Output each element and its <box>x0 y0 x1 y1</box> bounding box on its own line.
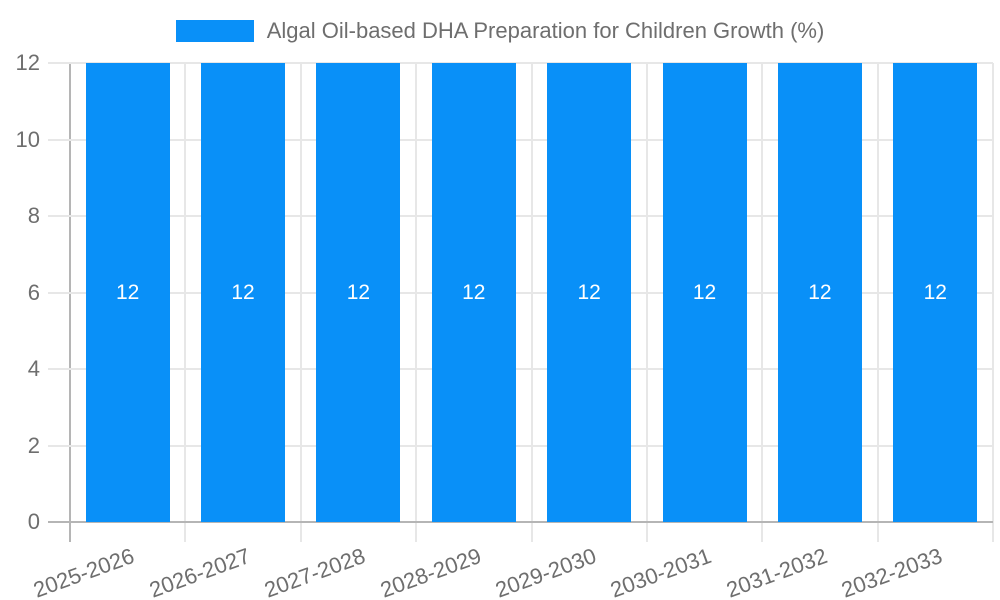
bar-value-label: 12 <box>923 280 947 304</box>
h-gridline <box>70 291 993 294</box>
y-tick <box>48 521 70 523</box>
plot-area: 0 2 4 6 8 10 12 12 12 12 12 12 12 12 12 2025-2026 2026-2… <box>16 50 994 600</box>
v-gridline <box>530 63 533 542</box>
v-gridline <box>761 63 764 542</box>
h-gridline <box>70 368 993 370</box>
x-axis-label: 2028-2029 <box>376 543 485 600</box>
y-axis-label: 4 <box>27 356 40 381</box>
v-gridline <box>992 63 994 542</box>
v-gridline <box>876 63 879 542</box>
h-gridline <box>70 215 993 217</box>
y-tick <box>48 291 70 294</box>
y-axis-label: 8 <box>27 203 40 228</box>
y-tick <box>48 62 70 64</box>
v-gridline <box>415 63 418 542</box>
bar[interactable] <box>893 63 978 522</box>
bar[interactable] <box>316 63 401 522</box>
x-axis-label: 2031-2032 <box>722 543 831 600</box>
bar-value-label: 12 <box>231 280 255 304</box>
bar[interactable] <box>431 63 516 522</box>
h-gridline <box>70 138 993 141</box>
legend-label: Algal Oil-based DHA Preparation for Chil… <box>266 18 825 43</box>
chart-legend-item[interactable]: Algal Oil-based DHA Preparation for Chil… <box>0 19 1000 43</box>
y-tick <box>48 368 70 370</box>
y-axis-label: 2 <box>27 432 40 458</box>
y-tick <box>48 444 70 447</box>
bar-value-label: 12 <box>462 280 486 304</box>
v-gridline <box>645 63 648 542</box>
bar[interactable] <box>777 63 862 522</box>
legend-swatch <box>175 20 254 42</box>
y-axis-label: 0 <box>27 509 40 534</box>
bar[interactable] <box>662 63 747 522</box>
x-axis-label: 2030-2031 <box>607 543 715 600</box>
bar-value-label: 12 <box>692 280 717 304</box>
bar[interactable] <box>547 63 632 522</box>
y-tick <box>48 138 70 141</box>
bar[interactable] <box>85 63 170 522</box>
bar[interactable] <box>201 63 286 522</box>
bar-value-label: 12 <box>577 280 601 304</box>
x-axis-label: 2027-2028 <box>261 543 369 600</box>
v-gridline <box>299 63 302 542</box>
y-tick <box>48 215 70 217</box>
bar-value-label: 12 <box>808 280 832 304</box>
h-gridline <box>70 444 993 447</box>
bar-value-label: 12 <box>346 280 371 304</box>
y-axis-line <box>69 63 71 542</box>
v-gridline <box>184 63 187 542</box>
x-axis-label: 2026-2027 <box>145 543 254 600</box>
y-axis-label: 6 <box>27 279 40 305</box>
x-axis-label: 2032-2033 <box>838 543 946 600</box>
x-axis-label: 2025-2026 <box>30 543 138 600</box>
bar-value-label: 12 <box>116 280 140 304</box>
x-axis-line <box>70 521 993 523</box>
y-axis-label: 10 <box>15 126 40 152</box>
y-axis-label: 12 <box>15 50 40 75</box>
x-axis-label: 2029-2030 <box>491 543 600 600</box>
h-gridline <box>70 62 993 64</box>
